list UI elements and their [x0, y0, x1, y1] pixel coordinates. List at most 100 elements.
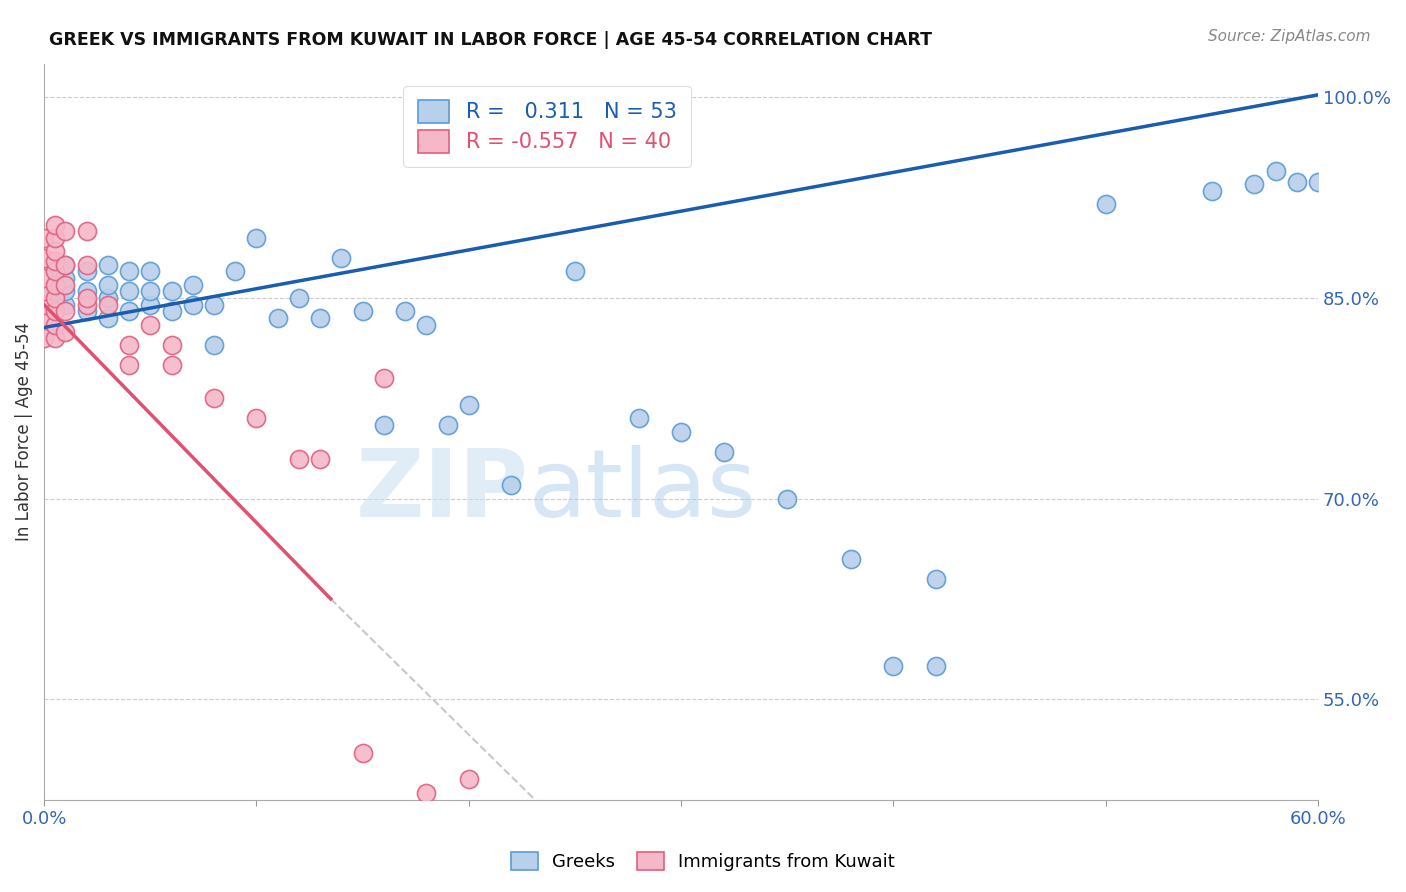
Point [627, 411, 650, 425]
Point [309, 311, 332, 326]
Point [32, 271, 55, 285]
Y-axis label: In Labor Force | Age 45-54: In Labor Force | Age 45-54 [15, 322, 32, 541]
Point [44, 318, 66, 332]
Point [1308, 175, 1330, 189]
Point [44, 277, 66, 292]
Point [97, 298, 120, 312]
Point [118, 304, 141, 318]
Point [53, 304, 76, 318]
Point [53, 298, 76, 312]
Point [44, 291, 66, 305]
Point [32, 231, 55, 245]
Point [266, 311, 288, 326]
Point [76, 258, 98, 272]
Text: ZIP: ZIP [356, 444, 529, 537]
Point [882, 658, 904, 673]
Point [44, 264, 66, 278]
Point [53, 325, 76, 339]
Point [224, 264, 246, 278]
Point [76, 285, 98, 299]
Point [501, 478, 523, 492]
Point [32, 285, 55, 299]
Point [457, 398, 479, 412]
Point [53, 258, 76, 272]
Point [394, 304, 416, 318]
Point [139, 285, 162, 299]
Point [245, 411, 267, 425]
Point [288, 451, 311, 466]
Point [309, 451, 332, 466]
Point [202, 392, 225, 406]
Point [76, 264, 98, 278]
Legend: Greeks, Immigrants from Kuwait: Greeks, Immigrants from Kuwait [503, 845, 903, 879]
Point [415, 786, 437, 800]
Point [44, 218, 66, 232]
Point [925, 658, 948, 673]
Point [669, 425, 692, 439]
Point [713, 445, 735, 459]
Point [352, 304, 374, 318]
Point [457, 772, 479, 787]
Point [415, 318, 437, 332]
Point [776, 491, 799, 506]
Point [53, 285, 76, 299]
Text: GREEK VS IMMIGRANTS FROM KUWAIT IN LABOR FORCE | AGE 45-54 CORRELATION CHART: GREEK VS IMMIGRANTS FROM KUWAIT IN LABOR… [49, 31, 932, 49]
Point [53, 258, 76, 272]
Point [1243, 178, 1265, 192]
Point [1264, 164, 1286, 178]
Point [1094, 197, 1116, 211]
Point [76, 224, 98, 238]
Point [160, 304, 183, 318]
Point [76, 291, 98, 305]
Point [330, 251, 353, 265]
Point [160, 338, 183, 352]
Point [118, 338, 141, 352]
Point [53, 224, 76, 238]
Point [97, 291, 120, 305]
Point [160, 285, 183, 299]
Point [1201, 184, 1223, 198]
Point [53, 271, 76, 285]
Point [44, 244, 66, 259]
Point [564, 264, 586, 278]
Point [436, 418, 458, 433]
Point [32, 311, 55, 326]
Legend: R =   0.311   N = 53, R = -0.557   N = 40: R = 0.311 N = 53, R = -0.557 N = 40 [404, 86, 692, 168]
Point [76, 298, 98, 312]
Point [1285, 175, 1308, 189]
Point [245, 231, 267, 245]
Text: Source: ZipAtlas.com: Source: ZipAtlas.com [1208, 29, 1371, 44]
Point [44, 253, 66, 268]
Point [76, 304, 98, 318]
Point [32, 298, 55, 312]
Text: atlas: atlas [529, 444, 756, 537]
Point [44, 231, 66, 245]
Point [32, 331, 55, 345]
Point [352, 746, 374, 760]
Point [97, 258, 120, 272]
Point [32, 251, 55, 265]
Point [839, 551, 862, 566]
Point [53, 277, 76, 292]
Point [202, 338, 225, 352]
Point [97, 311, 120, 326]
Point [202, 298, 225, 312]
Point [181, 298, 204, 312]
Point [118, 285, 141, 299]
Point [139, 264, 162, 278]
Point [160, 358, 183, 372]
Point [373, 371, 395, 385]
Point [118, 358, 141, 372]
Point [288, 291, 311, 305]
Point [44, 304, 66, 318]
Point [44, 264, 66, 278]
Point [181, 277, 204, 292]
Point [139, 318, 162, 332]
Point [925, 572, 948, 586]
Point [44, 285, 66, 299]
Point [97, 277, 120, 292]
Point [118, 264, 141, 278]
Point [44, 331, 66, 345]
Point [139, 298, 162, 312]
Point [373, 418, 395, 433]
